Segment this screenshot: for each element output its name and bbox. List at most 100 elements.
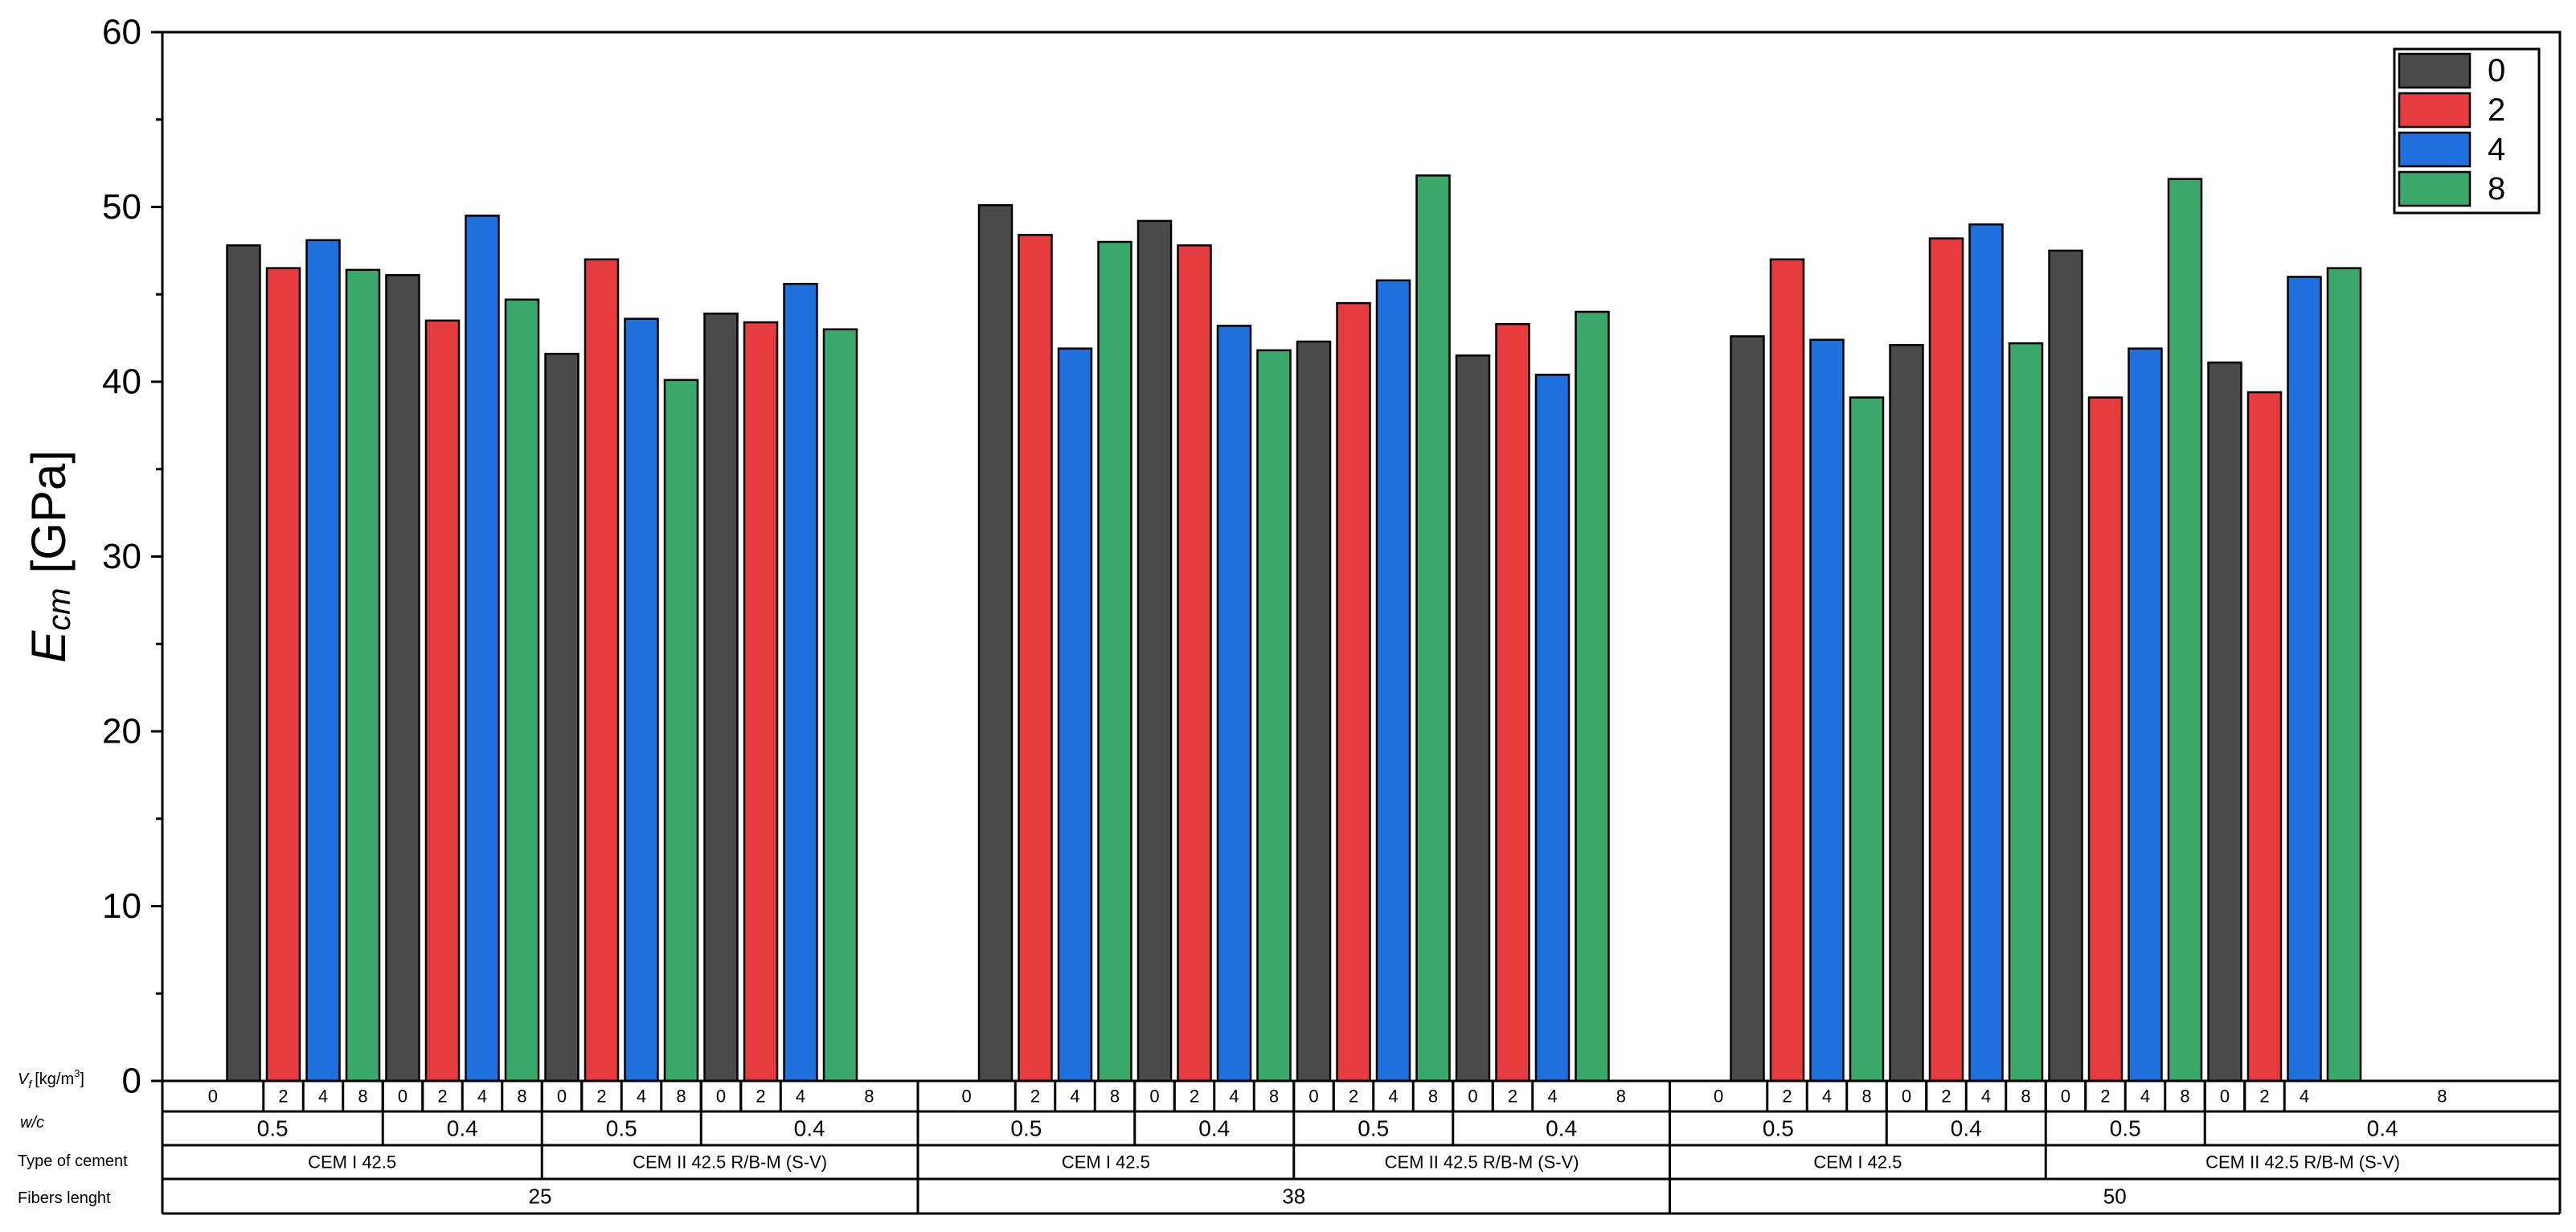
legend-swatch bbox=[2398, 92, 2472, 129]
bar bbox=[1730, 335, 1765, 1083]
bar bbox=[2008, 342, 2044, 1083]
bar bbox=[504, 298, 540, 1083]
vf-label: 4 bbox=[1822, 1087, 1832, 1107]
bar bbox=[305, 239, 341, 1083]
vf-label: 8 bbox=[2437, 1087, 2447, 1107]
vf-label: 4 bbox=[796, 1087, 805, 1107]
y-tick-label: 20 bbox=[102, 712, 141, 751]
bar bbox=[624, 317, 659, 1083]
bar bbox=[2207, 361, 2242, 1083]
cement-label: CEM I 42.5 bbox=[1813, 1152, 1902, 1173]
row-label-cement: Type of cement bbox=[18, 1152, 128, 1170]
wc-label: 0.5 bbox=[606, 1116, 637, 1141]
legend-swatch bbox=[2398, 52, 2472, 89]
legend-label: 0 bbox=[2488, 53, 2505, 88]
vf-label: 4 bbox=[318, 1087, 328, 1107]
row-label-fibers: Fibers lenght bbox=[18, 1189, 111, 1207]
vf-label: 2 bbox=[1030, 1087, 1040, 1107]
cement-label: CEM II 42.5 R/B-M (S-V) bbox=[633, 1152, 827, 1173]
bar bbox=[1336, 301, 1371, 1083]
bar bbox=[1495, 322, 1530, 1083]
vf-label: 0 bbox=[557, 1087, 567, 1107]
vf-label: 8 bbox=[1110, 1087, 1120, 1107]
bar bbox=[1375, 279, 1411, 1083]
vf-label: 8 bbox=[1616, 1087, 1626, 1107]
legend-label: 2 bbox=[2488, 92, 2505, 128]
y-axis-symbol: E bbox=[22, 630, 76, 663]
bar bbox=[1575, 310, 1610, 1083]
bar bbox=[1928, 237, 1964, 1083]
vf-label: 0 bbox=[208, 1087, 218, 1107]
bar bbox=[226, 244, 261, 1083]
wc-label: 0.4 bbox=[1951, 1116, 1982, 1141]
vf-label: 2 bbox=[437, 1087, 447, 1107]
row-label-wc: w/c bbox=[20, 1114, 44, 1132]
y-axis-subscript: cm bbox=[42, 588, 77, 631]
vf-label: 4 bbox=[1547, 1087, 1557, 1107]
bar bbox=[2087, 396, 2123, 1083]
wc-label: 0.5 bbox=[1763, 1116, 1794, 1141]
wc-label: 0.5 bbox=[257, 1116, 289, 1141]
bar bbox=[1415, 174, 1451, 1083]
wc-label: 0.4 bbox=[794, 1116, 825, 1141]
vf-label: 8 bbox=[358, 1087, 367, 1107]
bar bbox=[385, 274, 420, 1083]
wc-label: 0.4 bbox=[1546, 1116, 1577, 1141]
bar bbox=[1256, 349, 1292, 1083]
y-tick-label: 40 bbox=[102, 362, 141, 402]
vf-label: 2 bbox=[1941, 1087, 1951, 1107]
bar bbox=[663, 379, 699, 1083]
bar bbox=[743, 321, 779, 1083]
vf-label: 8 bbox=[1428, 1087, 1438, 1107]
legend-label: 8 bbox=[2488, 171, 2505, 207]
vf-label: 8 bbox=[1861, 1087, 1871, 1107]
y-tick-label: 50 bbox=[102, 187, 141, 227]
bar bbox=[465, 215, 500, 1083]
wc-label: 0.4 bbox=[447, 1116, 478, 1141]
bar bbox=[2287, 276, 2322, 1083]
vf-label: 0 bbox=[1149, 1087, 1159, 1107]
bar bbox=[1018, 234, 1053, 1083]
bar bbox=[2246, 391, 2283, 1083]
bar bbox=[2048, 249, 2083, 1083]
vf-unit: [kg/m bbox=[35, 1070, 74, 1088]
cement-label: CEM II 42.5 R/B-M (S-V) bbox=[1385, 1152, 1579, 1173]
vf-label: 8 bbox=[864, 1087, 874, 1107]
wc-label: 0.5 bbox=[1358, 1116, 1389, 1141]
cement-label: CEM II 42.5 R/B-M (S-V) bbox=[2205, 1152, 2400, 1173]
bar bbox=[1889, 344, 1924, 1083]
bar bbox=[1968, 223, 2004, 1083]
bar bbox=[1769, 258, 1805, 1083]
bar bbox=[1296, 340, 1332, 1083]
wc-label: 0.4 bbox=[2367, 1116, 2398, 1141]
bar bbox=[1534, 374, 1571, 1083]
vf-label: 0 bbox=[962, 1087, 972, 1107]
vf-subscript: f bbox=[28, 1078, 33, 1091]
bar bbox=[1849, 396, 1885, 1083]
y-tick-label: 10 bbox=[102, 886, 141, 926]
y-axis-unit: [GPa] bbox=[22, 450, 76, 573]
fibers-length-label: 25 bbox=[529, 1185, 552, 1209]
wc-label: 0.5 bbox=[2110, 1116, 2141, 1141]
bar bbox=[703, 312, 739, 1083]
vf-label: 8 bbox=[2180, 1087, 2189, 1107]
y-tick-label: 60 bbox=[102, 13, 141, 52]
bar bbox=[977, 204, 1014, 1083]
bar bbox=[584, 258, 620, 1083]
bar bbox=[345, 268, 381, 1083]
vf-label: 0 bbox=[1902, 1087, 1911, 1107]
vf-label: 0 bbox=[716, 1087, 726, 1107]
y-axis-title: Ecm [GPa] bbox=[22, 450, 78, 663]
vf-label: 4 bbox=[477, 1087, 487, 1107]
vf-label: 2 bbox=[1508, 1087, 1517, 1107]
cement-label: CEM I 42.5 bbox=[1062, 1152, 1150, 1173]
vf-label: 0 bbox=[1308, 1087, 1318, 1107]
vf-label: 0 bbox=[2061, 1087, 2070, 1107]
bar bbox=[1057, 347, 1093, 1083]
legend-swatch bbox=[2398, 170, 2472, 207]
y-tick-label: 0 bbox=[122, 1062, 141, 1101]
bar bbox=[783, 282, 818, 1083]
bar bbox=[1455, 354, 1491, 1083]
bar bbox=[1809, 338, 1845, 1083]
